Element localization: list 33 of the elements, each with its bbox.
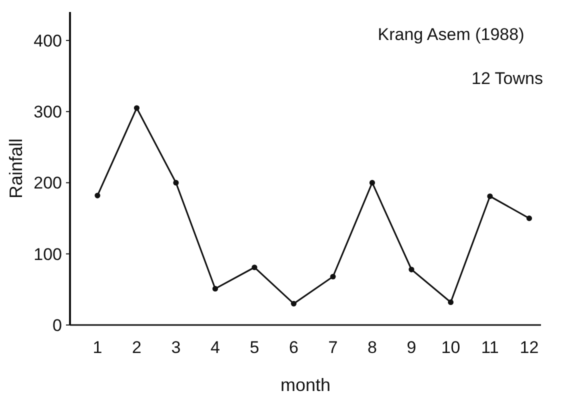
point	[369, 180, 376, 186]
y-tick-label: 100	[34, 244, 62, 264]
y-tick-label: 400	[34, 31, 62, 50]
x-axis-title: month	[280, 375, 331, 395]
y-axis-title: Rainfall	[6, 138, 26, 199]
x-tick-label: 3	[171, 338, 181, 357]
x-tick-label: 6	[288, 338, 298, 357]
point	[212, 286, 218, 292]
point	[330, 274, 336, 280]
point	[173, 180, 179, 186]
x-tick-label: 9	[406, 338, 416, 357]
point	[252, 264, 258, 270]
y-tick-label: 0	[52, 316, 62, 335]
x-tick-label: 4	[210, 338, 220, 357]
x-tick-label: 10	[441, 338, 460, 357]
x-tick-label: 2	[132, 338, 142, 357]
point	[408, 266, 414, 272]
x-tick-label: 8	[367, 338, 377, 357]
point	[290, 300, 297, 306]
x-tick-label: 11	[481, 338, 499, 357]
text: Krang Asem (1988)	[378, 25, 524, 44]
y-tick-label: 300	[34, 102, 62, 122]
x-tick-label: 7	[328, 338, 338, 357]
point	[448, 299, 454, 306]
x-tick-label: 1	[92, 338, 102, 357]
point	[487, 193, 493, 200]
x-tick-label: 12	[520, 338, 539, 357]
x-tick-label: 5	[250, 338, 260, 357]
point	[134, 105, 140, 111]
text: 12 Towns	[471, 69, 543, 88]
point	[94, 192, 100, 198]
y-tick-label: 200	[34, 174, 62, 193]
point	[526, 215, 532, 222]
